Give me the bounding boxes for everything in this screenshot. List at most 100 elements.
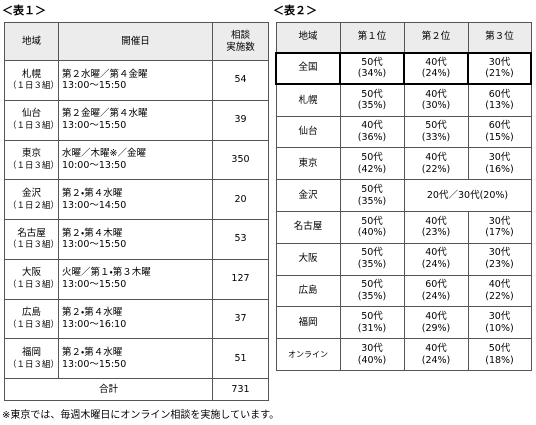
region: 金沢 bbox=[21, 187, 41, 199]
age: 50代 bbox=[361, 151, 383, 163]
share: (24%) bbox=[421, 259, 451, 271]
region-cell: 金沢 （１日２組） bbox=[4, 179, 59, 220]
time: 13:00～15:50 bbox=[62, 358, 127, 370]
time: 13:00～15:50 bbox=[62, 279, 127, 291]
rank-cell: 40代 (23%) bbox=[403, 210, 469, 244]
dates-cell: 第２・第４水曜 13:00～14:50 bbox=[58, 179, 213, 220]
age: 40代 bbox=[425, 151, 447, 163]
share: (22%) bbox=[485, 290, 514, 302]
region: 札幌 bbox=[275, 83, 341, 117]
age: 50代 bbox=[361, 56, 383, 68]
dates-cell: 火曜／第１・第３木曜 13:00～15:50 bbox=[58, 258, 213, 300]
rank-cell: 40代 (24%) bbox=[403, 242, 469, 276]
age: 30代 bbox=[361, 342, 383, 354]
region: 東京 bbox=[275, 147, 341, 181]
rank-cell: 50代 (18%) bbox=[467, 338, 532, 371]
groups: （１日３組） bbox=[8, 240, 59, 251]
rank-cell: 40代 (24%) bbox=[403, 51, 469, 86]
count: 20 bbox=[212, 179, 269, 220]
region: 名古屋 bbox=[275, 210, 341, 244]
days: 第２水曜／第４金曜 bbox=[62, 68, 148, 80]
row: 福岡 50代 (31%) 40代 (29%) 30代 (10%) bbox=[275, 306, 532, 340]
age: 50代 bbox=[361, 88, 383, 100]
rank-cell: 30代 (21%) bbox=[467, 51, 532, 86]
row: オンライン 30代 (40%) 40代 (24%) 50代 (18%) bbox=[275, 338, 532, 371]
dates-cell: 第２・第４水曜 13:00～15:50 bbox=[58, 338, 213, 379]
share: (23%) bbox=[421, 227, 451, 239]
age: 50代 bbox=[361, 279, 383, 291]
share: (30%) bbox=[421, 100, 451, 112]
rank-cell: 30代 (23%) bbox=[467, 242, 532, 276]
days: 水曜／木曜※／金曜 bbox=[62, 148, 146, 159]
total-label: 合計 bbox=[4, 378, 213, 401]
row: 東京 （１日３組） 水曜／木曜※／金曜 10:00～13:50 350 bbox=[4, 139, 269, 181]
region: 福岡 bbox=[21, 346, 41, 358]
total-count: 731 bbox=[212, 378, 269, 401]
time: 10:00～13:50 bbox=[62, 159, 127, 171]
rank-cell: 50代 (35%) bbox=[339, 179, 405, 212]
age: 20代／30代(20%) bbox=[426, 189, 509, 201]
share: (34%) bbox=[357, 68, 387, 80]
row: 広島 50代 (35%) 60代 (24%) 40代 (22%) bbox=[275, 274, 532, 308]
age: 40代 bbox=[425, 310, 447, 322]
rank-cell: 50代 (33%) bbox=[403, 115, 469, 149]
table2-title: ＜表２＞ bbox=[273, 4, 317, 17]
row: 仙台 40代 (36%) 50代 (33%) 60代 (15%) bbox=[275, 115, 532, 149]
region: 広島 bbox=[275, 274, 341, 308]
rank-cell: 40代 (30%) bbox=[403, 83, 469, 117]
dates-cell: 水曜／木曜※／金曜 10:00～13:50 bbox=[58, 139, 213, 181]
share: (17%) bbox=[485, 227, 514, 239]
share: (16%) bbox=[485, 163, 514, 175]
share: (31%) bbox=[357, 322, 387, 334]
age: 50代 bbox=[361, 183, 383, 195]
rank-cell: 50代 (31%) bbox=[339, 306, 405, 340]
age: 50代 bbox=[361, 247, 383, 259]
rank-cell: 50代 (40%) bbox=[339, 210, 405, 244]
age: 50代 bbox=[361, 215, 383, 227]
days: 第２・第４水曜 bbox=[62, 187, 123, 199]
groups: （１日３組） bbox=[8, 359, 59, 370]
rank-cell: 60代 (24%) bbox=[403, 274, 469, 308]
row: 東京 50代 (42%) 40代 (22%) 30代 (16%) bbox=[275, 147, 532, 181]
rank-cell: 50代 (34%) bbox=[339, 51, 405, 86]
region-cell: 名古屋 （１日３組） bbox=[4, 219, 59, 260]
share: (35%) bbox=[357, 195, 387, 207]
age: 40代 bbox=[425, 247, 447, 259]
rank-cell: 50代 (35%) bbox=[339, 83, 405, 117]
header-row: 地域 第１位 第２位 第３位 bbox=[275, 22, 532, 53]
days: 第２・第４木曜 bbox=[62, 227, 123, 239]
time: 13:00～14:50 bbox=[62, 199, 127, 211]
days: 第２金曜／第４水曜 bbox=[62, 108, 148, 120]
region: 札幌 bbox=[21, 68, 41, 80]
share: (35%) bbox=[357, 100, 387, 112]
region: 仙台 bbox=[275, 115, 341, 149]
share: (35%) bbox=[357, 290, 387, 302]
table1: 地域 開催日 相談 実施数 札幌 （１日３組） 第２水曜／第４金曜 13:00～15:50 54… bbox=[4, 22, 269, 401]
region: 仙台 bbox=[21, 108, 41, 120]
table1-title: ＜表１＞ bbox=[2, 4, 46, 17]
row: 金沢 （１日２組） 第２・第４水曜 13:00～14:50 20 bbox=[4, 179, 269, 220]
header-cell: 第２位 bbox=[403, 22, 469, 53]
share: (23%) bbox=[485, 259, 514, 271]
row: 大阪 （１日３組） 火曜／第１・第３木曜 13:00～15:50 127 bbox=[4, 258, 269, 300]
count: 51 bbox=[212, 338, 269, 379]
age: 40代 bbox=[488, 279, 511, 291]
rank-cell: 30代 (16%) bbox=[467, 147, 532, 181]
share: (21%) bbox=[485, 68, 514, 80]
count: 54 bbox=[212, 60, 269, 101]
header-cell: 地域 bbox=[275, 22, 341, 53]
region: 金沢 bbox=[275, 179, 341, 212]
region: 名古屋 bbox=[17, 227, 46, 239]
row: 広島 （１日３組） 第２・第４水曜 13:00～16:10 37 bbox=[4, 298, 269, 340]
share: (22%) bbox=[421, 163, 451, 175]
rank-cell: 40代 (22%) bbox=[403, 147, 469, 181]
rank-cell: 50代 (35%) bbox=[339, 274, 405, 308]
rank-cell: 60代 (15%) bbox=[467, 115, 532, 149]
rank-cell: 40代 (36%) bbox=[339, 115, 405, 149]
age: 40代 bbox=[425, 88, 447, 100]
header-cell: 地域 bbox=[4, 22, 59, 61]
share: (24%) bbox=[421, 354, 451, 366]
header-cell: 相談 実施数 bbox=[212, 22, 269, 61]
age: 60代 bbox=[425, 279, 447, 291]
